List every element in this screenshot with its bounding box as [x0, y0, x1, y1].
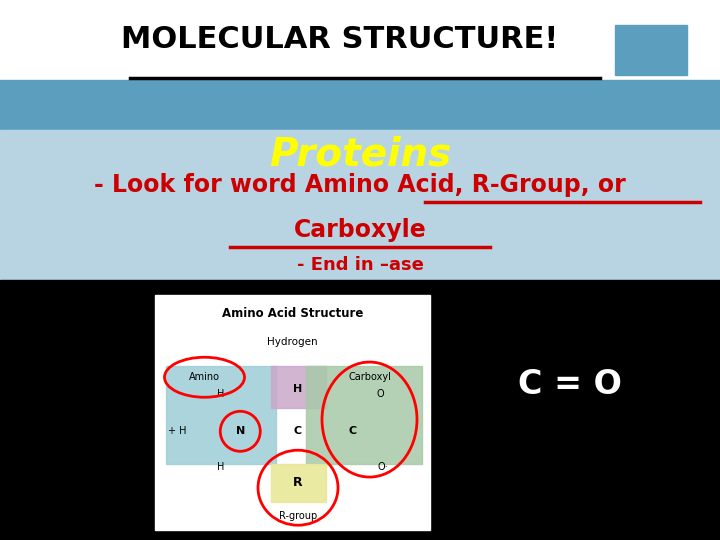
- Text: R-group: R-group: [279, 511, 317, 521]
- Text: Hydrogen: Hydrogen: [267, 337, 318, 347]
- Text: - End in –ase: - End in –ase: [297, 256, 423, 274]
- Text: C: C: [349, 426, 357, 436]
- Bar: [0, 80, 720, 130]
- Text: H: H: [293, 384, 302, 394]
- Text: H: H: [217, 389, 225, 399]
- Bar: [0, 0, 720, 80]
- Text: R: R: [293, 476, 303, 489]
- Text: C = O: C = O: [518, 368, 622, 402]
- Bar: [306, 366, 422, 464]
- Bar: [0, 130, 720, 280]
- Text: Carboxyl: Carboxyl: [348, 372, 391, 382]
- Bar: [0, 280, 720, 540]
- Bar: [615, 25, 687, 75]
- Text: H: H: [217, 462, 225, 471]
- Text: O: O: [377, 389, 384, 399]
- Bar: [271, 366, 325, 408]
- Text: O·: O·: [378, 462, 389, 471]
- Text: Amino Acid Structure: Amino Acid Structure: [222, 307, 363, 320]
- Text: MOLECULAR STRUCTURE!: MOLECULAR STRUCTURE!: [122, 25, 559, 55]
- Text: Proteins: Proteins: [269, 136, 451, 174]
- Text: + H: + H: [168, 426, 186, 436]
- Text: C: C: [294, 426, 302, 436]
- Text: - Look for word Amino Acid, R-Group, or: - Look for word Amino Acid, R-Group, or: [94, 173, 626, 197]
- Bar: [271, 464, 325, 502]
- Text: N: N: [235, 426, 245, 436]
- Bar: [166, 366, 276, 464]
- Text: Amino: Amino: [189, 372, 220, 382]
- Bar: [155, 295, 430, 530]
- Text: Carboxyle: Carboxyle: [294, 218, 426, 242]
